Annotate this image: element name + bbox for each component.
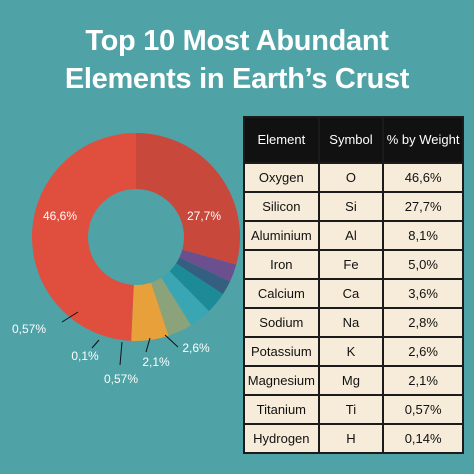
title-line-1: Top 10 Most Abundant	[85, 25, 389, 57]
slice-calcium	[161, 271, 209, 326]
label-oxygen: 46,6%	[43, 209, 77, 223]
slice-magnesium	[176, 257, 231, 295]
cell-element: Aluminium	[243, 220, 320, 251]
cell-symbol: O	[317, 162, 385, 193]
slice-oxygen	[32, 132, 136, 341]
cell-element: Sodium	[243, 307, 320, 338]
table-row: Titanium Ti 0,57%	[243, 394, 464, 425]
cell-symbol: Fe	[317, 249, 385, 280]
table-body: Oxygen O 46,6% Silicon Si 27,7% Aluminium Al 8,1…	[243, 162, 464, 454]
leader-line	[91, 339, 100, 349]
table-row: Aluminium Al 8,1%	[243, 220, 464, 251]
slice-sodium	[169, 263, 223, 312]
cell-element: Calcium	[243, 278, 320, 309]
title-line-2: Elements in Earth’s Crust	[64, 63, 410, 95]
cell-symbol: Ca	[317, 278, 385, 309]
cell-weight: 2,1%	[382, 365, 464, 396]
cell-weight: 3,6%	[382, 278, 464, 309]
table-row: Iron Fe 5,0%	[243, 249, 464, 280]
label-magnesium: 2,1%	[142, 355, 170, 369]
slice-iron	[151, 277, 192, 336]
cell-element: Oxygen	[243, 162, 320, 193]
cell-element: Iron	[243, 249, 320, 280]
table-row: Calcium Ca 3,6%	[243, 278, 464, 309]
cell-element: Titanium	[243, 394, 320, 425]
header-weight: % by Weight	[382, 116, 464, 164]
table-row: Potassium K 2,6%	[243, 336, 464, 367]
cell-weight: 0,14%	[382, 423, 464, 454]
label-small-2: 0,57%	[104, 372, 138, 386]
table-row: Oxygen O 46,6%	[243, 162, 464, 193]
header-element: Element	[243, 116, 320, 164]
cell-weight: 0,57%	[382, 394, 464, 425]
cell-symbol: Al	[317, 220, 385, 251]
cell-element: Potassium	[243, 336, 320, 367]
leader-line	[164, 334, 179, 348]
label-calcium-small: 0,57%	[12, 322, 46, 336]
chart-title: Top 10 Most Abundant Elements in Earth’s…	[0, 22, 474, 98]
cell-weight: 5,0%	[382, 249, 464, 280]
cell-element: Magnesium	[243, 365, 320, 396]
table-row: Hydrogen H 0,14%	[243, 423, 464, 454]
cell-symbol: Na	[317, 307, 385, 338]
slice-aluminium	[131, 282, 169, 341]
slice-potassium	[179, 249, 237, 282]
element-table: Element Symbol % by Weight Oxygen O 46,6% S…	[243, 116, 464, 454]
cell-weight: 46,6%	[382, 162, 464, 193]
cell-symbol: K	[317, 336, 385, 367]
slice-silicon	[136, 133, 241, 265]
cell-symbol: Ti	[317, 394, 385, 425]
table-row: Magnesium Mg 2,1%	[243, 365, 464, 396]
label-small: 0,1%	[71, 349, 99, 363]
label-silicon: 27,7%	[187, 209, 221, 223]
table-header-row: Element Symbol % by Weight	[243, 116, 464, 164]
header-symbol: Symbol	[317, 116, 385, 164]
label-potassium: 2,6%	[182, 341, 210, 355]
cell-symbol: H	[317, 423, 385, 454]
cell-weight: 27,7%	[382, 191, 464, 222]
table-row: Sodium Na 2,8%	[243, 307, 464, 338]
cell-element: Silicon	[243, 191, 320, 222]
leader-line	[145, 337, 151, 353]
cell-weight: 2,6%	[382, 336, 464, 367]
cell-weight: 2,8%	[382, 307, 464, 338]
leader-line	[61, 311, 79, 323]
cell-symbol: Si	[317, 191, 385, 222]
leader-line	[119, 341, 123, 366]
cell-weight: 8,1%	[382, 220, 464, 251]
cell-element: Hydrogen	[243, 423, 320, 454]
table-row: Silicon Si 27,7%	[243, 191, 464, 222]
cell-symbol: Mg	[317, 365, 385, 396]
